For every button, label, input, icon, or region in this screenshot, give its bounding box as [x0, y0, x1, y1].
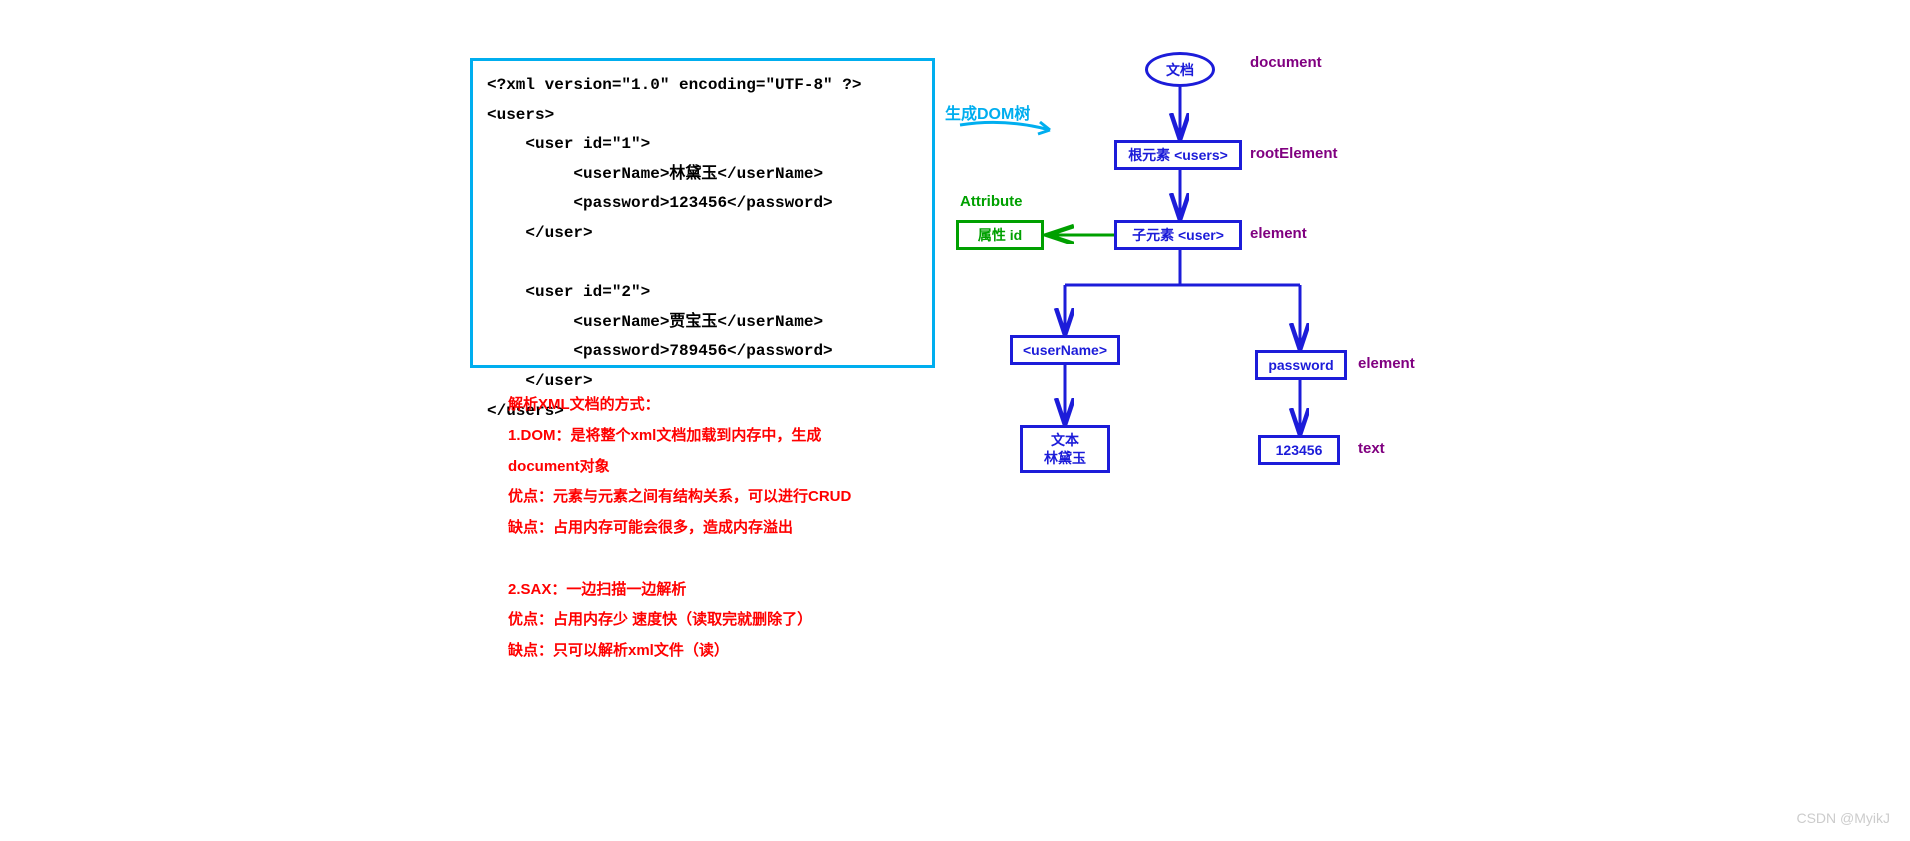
- exp-line: 解析XML文档的方式：: [508, 390, 851, 421]
- tree-node-document: 文档: [1145, 52, 1215, 87]
- tree-node-attr: 属性 id: [956, 220, 1044, 250]
- label-element1: element: [1250, 225, 1307, 242]
- tree-node-user: 子元素 <user>: [1114, 220, 1242, 250]
- tree-node-text1: 文本 林黛玉: [1020, 425, 1110, 473]
- exp-line: [508, 544, 851, 575]
- explanation-text: 解析XML文档的方式： 1.DOM：是将整个xml文档加载到内存中，生成 doc…: [508, 390, 851, 667]
- exp-line: 1.DOM：是将整个xml文档加载到内存中，生成: [508, 421, 851, 452]
- exp-line: 优点：占用内存少 速度快（读取完就删除了）: [508, 605, 851, 636]
- xml-code-box: <?xml version="1.0" encoding="UTF-8" ?> …: [470, 58, 935, 368]
- tree-node-username: <userName>: [1010, 335, 1120, 365]
- exp-line: 缺点：只可以解析xml文件（读）: [508, 636, 851, 667]
- tree-node-password: password: [1255, 350, 1347, 380]
- label-text: text: [1358, 440, 1385, 457]
- exp-line: 2.SAX：一边扫描一边解析: [508, 575, 851, 606]
- label-document: document: [1250, 54, 1322, 71]
- tree-node-root: 根元素 <users>: [1114, 140, 1242, 170]
- tree-node-text2: 123456: [1258, 435, 1340, 465]
- label-attribute: Attribute: [960, 193, 1023, 210]
- exp-line: document对象: [508, 452, 851, 483]
- exp-line: 优点：元素与元素之间有结构关系，可以进行CRUD: [508, 482, 851, 513]
- watermark-text: CSDN @MyikJ: [1796, 810, 1890, 826]
- label-rootelement: rootElement: [1250, 145, 1338, 162]
- exp-line: 缺点：占用内存可能会很多，造成内存溢出: [508, 513, 851, 544]
- dom-tree-diagram: 文档 根元素 <users> 子元素 <user> 属性 id <userNam…: [960, 40, 1510, 540]
- label-element2: element: [1358, 355, 1415, 372]
